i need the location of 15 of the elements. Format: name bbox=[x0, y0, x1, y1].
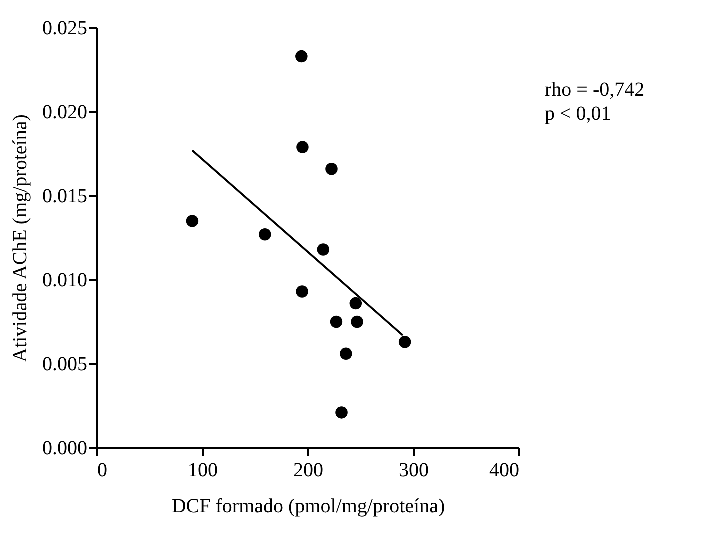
y-tick-label: 0.015 bbox=[42, 186, 88, 208]
x-tick-label: 300 bbox=[399, 460, 429, 482]
x-axis-title: DCF formado (pmol/mg/proteína) bbox=[172, 496, 446, 518]
x-tick-label: 200 bbox=[294, 460, 324, 482]
y-tick-label: 0.010 bbox=[42, 270, 88, 292]
text: rho = -0,742 bbox=[545, 79, 645, 101]
y-tick-label: 0.025 bbox=[42, 18, 88, 40]
y-axis-title: Atividade AChE (mg/proteína) bbox=[10, 114, 32, 362]
x-tick-label: 100 bbox=[188, 460, 218, 482]
x-tick-label: 0 bbox=[98, 460, 108, 482]
y-tick-label: 0.005 bbox=[42, 354, 88, 376]
text: p < 0,01 bbox=[545, 103, 612, 125]
y-tick-label: 0.020 bbox=[42, 102, 88, 124]
y-tick-label: 0.000 bbox=[42, 438, 88, 460]
x-tick-label: 400 bbox=[490, 460, 520, 482]
